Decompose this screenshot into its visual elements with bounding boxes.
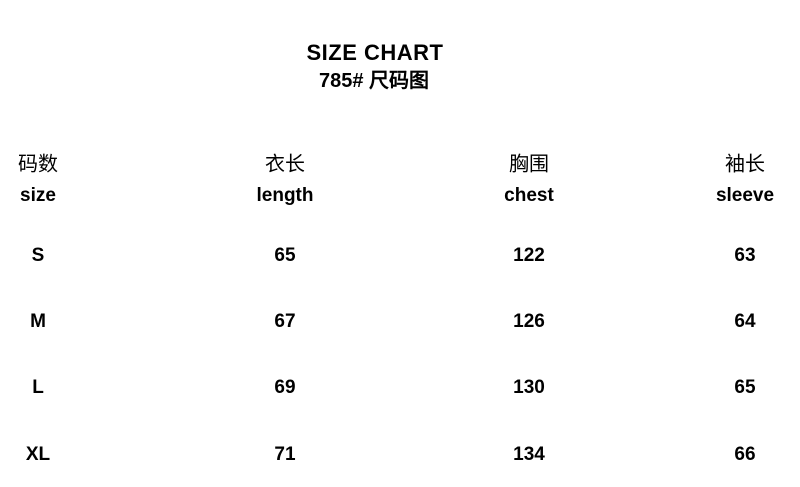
page-subtitle: 785# 尺码图 xyxy=(318,70,430,92)
row-l-length: 69 xyxy=(274,377,296,398)
header-zh-chest: 胸围 xyxy=(509,153,549,176)
header-zh-size: 码数 xyxy=(18,153,58,176)
row-l-chest: 130 xyxy=(513,377,545,398)
row-s-size-label: S xyxy=(31,245,45,266)
row-m-length: 67 xyxy=(274,311,296,332)
row-xl-length: 71 xyxy=(274,444,296,465)
header-en-sleeve: sleeve xyxy=(715,185,775,206)
row-s-sleeve: 63 xyxy=(734,245,756,266)
row-m-sleeve: 64 xyxy=(734,311,756,332)
header-en-chest: chest xyxy=(504,185,554,206)
row-m-size-label: M xyxy=(30,311,46,332)
row-s-chest: 122 xyxy=(513,245,545,266)
row-s-length: 65 xyxy=(274,245,296,266)
row-l-size-label: L xyxy=(32,377,44,398)
row-l-sleeve: 65 xyxy=(734,377,756,398)
header-en-length: length xyxy=(256,185,314,206)
header-en-size: size xyxy=(20,185,56,206)
page-title: SIZE CHART xyxy=(306,40,444,65)
header-zh-length: 衣长 xyxy=(265,153,305,176)
row-xl-sleeve: 66 xyxy=(734,444,756,465)
header-zh-sleeve: 袖长 xyxy=(725,153,765,176)
row-xl-chest: 134 xyxy=(513,444,545,465)
row-xl-size-label: XL xyxy=(25,444,51,465)
row-m-chest: 126 xyxy=(513,311,545,332)
